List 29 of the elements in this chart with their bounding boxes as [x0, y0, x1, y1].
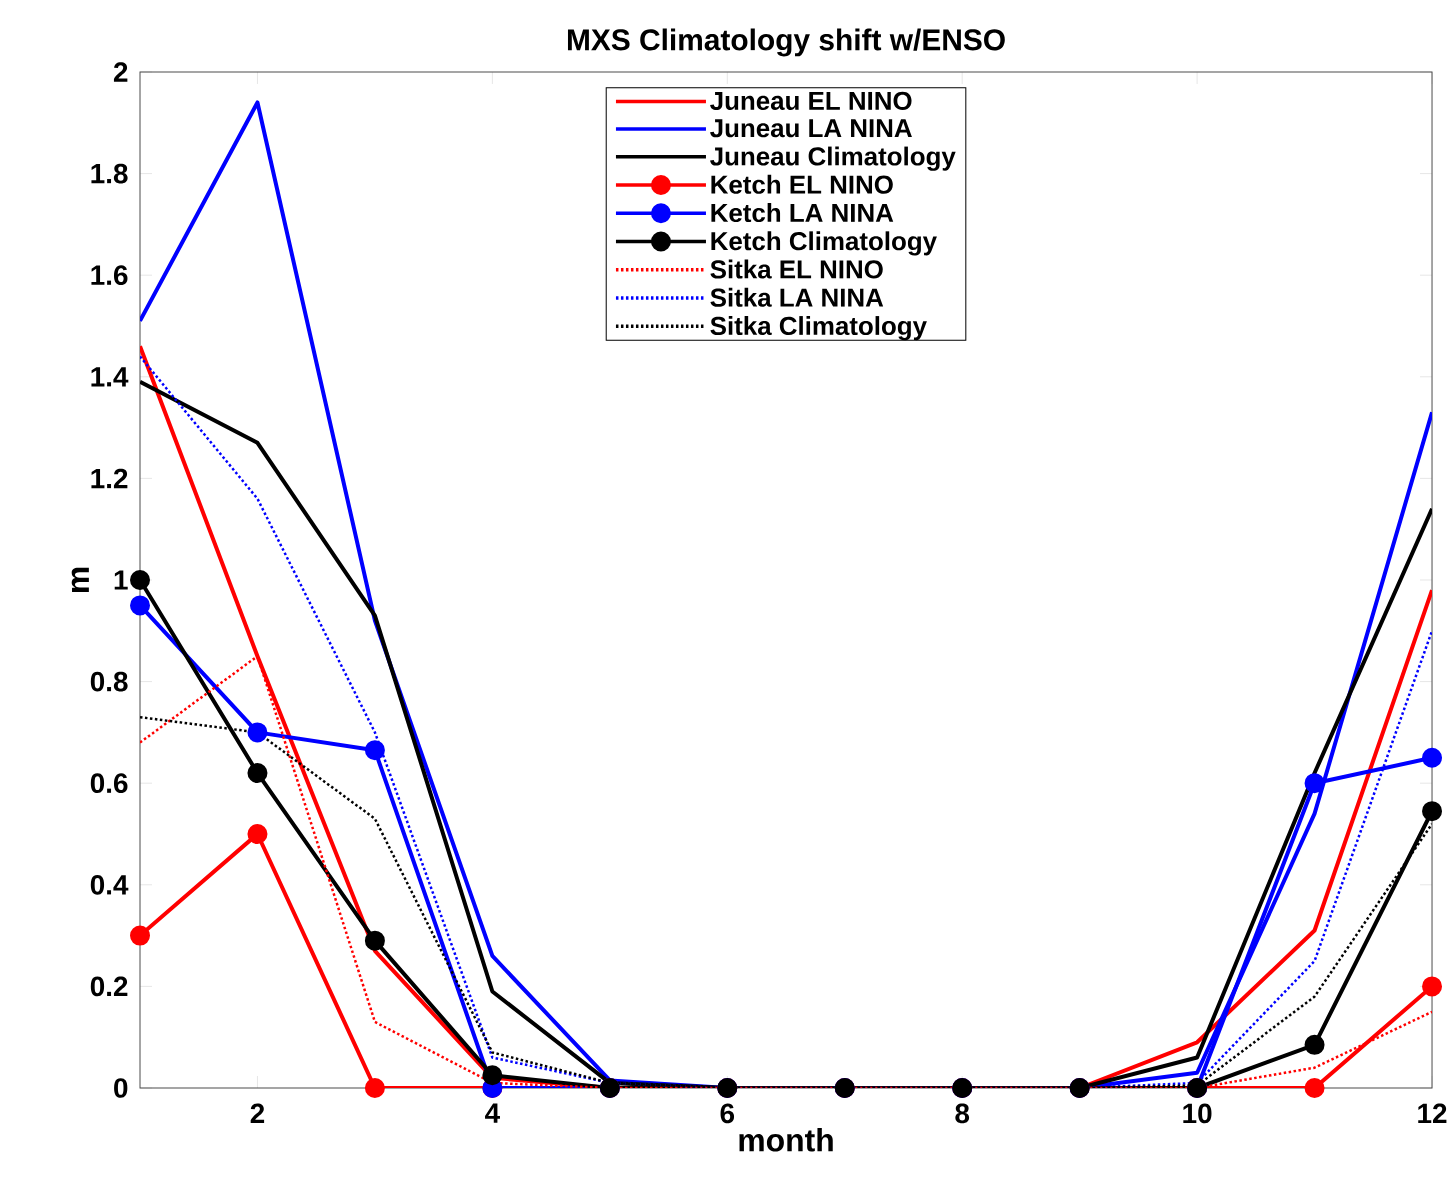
legend-label: Ketch LA NINA [711, 203, 894, 223]
y-tick-label: 1.8 [91, 163, 128, 184]
y-tick-label: 2 [113, 62, 128, 82]
legend-label: Juneau EL NINO [710, 91, 912, 111]
legend-label: Sitka Climatology [710, 316, 927, 341]
y-tick-label: 0 [114, 1078, 128, 1098]
chart-title: MXS Climatology shift w/ENSO [567, 28, 1005, 57]
legend-label: Ketch Climatology [711, 231, 937, 256]
legend-label: Sitka LA NINA [710, 287, 884, 307]
y-tick-label: 0.8 [90, 671, 128, 692]
x-tick-label: 4 [485, 1103, 500, 1123]
y-tick-label: 1 [114, 570, 128, 590]
x-tick-label: 6 [720, 1103, 735, 1124]
y-tick-label: 1.4 [91, 367, 129, 387]
y-tick-label: 0.2 [90, 976, 128, 997]
legend-label: Juneau Climatology [710, 146, 956, 171]
x-tick-label: 12 [1418, 1103, 1447, 1123]
x-tick-label: 8 [955, 1103, 970, 1124]
y-tick-label: 1.6 [91, 265, 128, 286]
y-axis-title: m [71, 567, 89, 593]
y-tick-label: 0.4 [90, 874, 129, 895]
x-tick-label: 10 [1183, 1103, 1212, 1124]
legend-label: Sitka EL NINO [710, 259, 883, 279]
y-tick-label: 0.6 [90, 773, 128, 794]
x-axis-title: month [739, 1128, 833, 1152]
x-tick-label: 2 [250, 1103, 265, 1123]
y-tick-label: 1.2 [91, 468, 128, 489]
legend-label: Ketch EL NINO [711, 174, 893, 194]
legend-label: Juneau LA NINA [710, 119, 912, 138]
